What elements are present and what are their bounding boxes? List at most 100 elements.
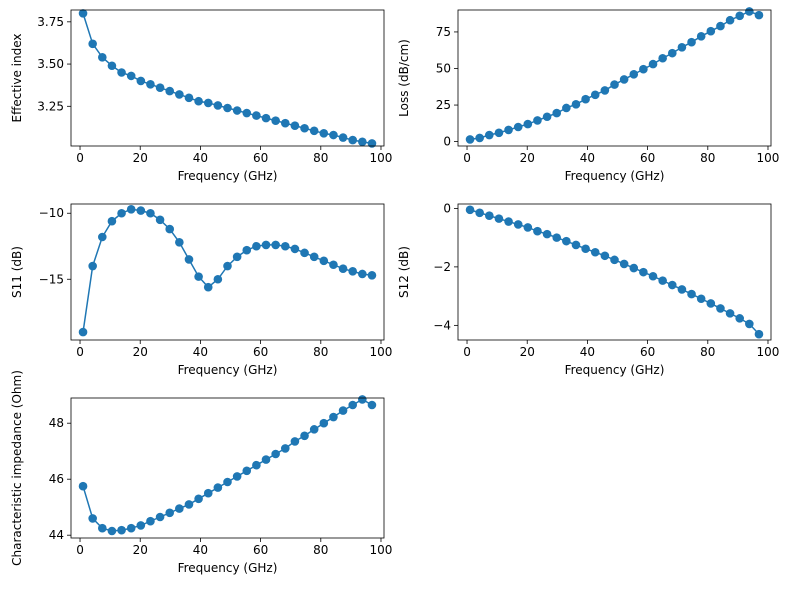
data-point [175, 90, 184, 99]
y-tick-label: −4 [433, 318, 451, 332]
data-point [78, 481, 88, 491]
data-point [319, 256, 329, 266]
data-point [465, 135, 475, 144]
data-point [146, 516, 155, 526]
x-tick-label: 0 [463, 345, 471, 359]
data-point [165, 508, 175, 518]
x-tick-label: 80 [313, 151, 328, 165]
data-point [280, 444, 290, 453]
data-point [165, 224, 175, 234]
data-point [280, 241, 290, 251]
data-point [513, 122, 523, 132]
data-point [309, 425, 319, 434]
y-tick-label: 25 [436, 98, 451, 112]
data-point [261, 113, 271, 123]
data-point [98, 53, 107, 62]
x-tick-label: 40 [580, 151, 595, 165]
data-point [348, 267, 358, 276]
data-point [581, 244, 590, 254]
x-tick-label: 80 [313, 543, 328, 557]
data-point [745, 7, 754, 16]
data-point [367, 271, 377, 280]
data-point [98, 523, 107, 533]
data-point [309, 126, 319, 136]
data-point [175, 504, 184, 513]
data-point [242, 245, 252, 255]
data-point [280, 118, 290, 128]
data-point [494, 214, 504, 223]
x-tick-label: 100 [370, 345, 393, 359]
data-point [107, 61, 117, 71]
y-tick-label: 50 [436, 61, 451, 75]
data-point [523, 223, 533, 232]
data-point [754, 329, 764, 339]
data-point [300, 431, 309, 441]
data-point [213, 483, 223, 492]
data-point [88, 261, 97, 271]
data-point [184, 255, 194, 264]
data-point [542, 112, 552, 122]
data-point [735, 314, 744, 323]
x-tick-label: 80 [313, 345, 328, 359]
x-tick-label: 20 [133, 151, 148, 165]
x-tick-label: 100 [370, 543, 393, 557]
data-point [194, 272, 203, 281]
y-axis-label: Loss (dB/cm) [397, 39, 411, 117]
x-axis-label: Frequency (GHz) [178, 363, 278, 377]
data-point [88, 39, 97, 49]
data-point [290, 437, 300, 446]
data-point [242, 108, 252, 118]
data-point [203, 282, 213, 292]
x-tick-label: 100 [757, 345, 780, 359]
y-tick-label: 0 [443, 135, 451, 149]
x-axis-label: Frequency (GHz) [565, 363, 665, 377]
plot-frame [457, 9, 772, 147]
data-point [706, 299, 716, 308]
data-point [677, 42, 687, 52]
data-point [319, 129, 329, 138]
data-point [600, 251, 610, 261]
data-point [329, 412, 338, 422]
y-axis-label: S12 (dB) [397, 246, 411, 298]
plot-frame [70, 203, 385, 341]
x-axis-label: Frequency (GHz) [565, 169, 665, 183]
data-point [165, 86, 175, 96]
y-tick-label: 3.75 [37, 15, 64, 29]
x-tick-label: 20 [133, 345, 148, 359]
data-point [338, 406, 348, 415]
data-point [504, 217, 513, 226]
data-point [610, 255, 619, 265]
x-tick-label: 0 [76, 345, 84, 359]
data-point [485, 130, 494, 140]
data-point [648, 271, 658, 281]
y-tick-label: 48 [49, 416, 64, 430]
y-tick-label: 75 [436, 25, 451, 39]
data-point [271, 240, 280, 250]
y-tick-label: −2 [433, 260, 451, 274]
data-point [687, 37, 696, 47]
data-point [203, 98, 213, 108]
data-point [358, 269, 367, 279]
subplot-s11: 0 20 40 60 80 100 −15 −10 Frequency (GHz) S11 (dB… [10, 203, 393, 377]
data-point [639, 64, 648, 74]
x-tick-label: 40 [193, 151, 208, 165]
data-point [184, 93, 194, 103]
y-tick-label: 44 [49, 528, 64, 542]
data-point [475, 133, 484, 143]
x-tick-label: 40 [580, 345, 595, 359]
data-point [184, 500, 194, 509]
x-tick-label: 100 [757, 151, 780, 165]
data-point [78, 327, 88, 337]
data-point [687, 289, 696, 299]
data-point [126, 523, 136, 533]
data-point [658, 53, 667, 63]
data-point [716, 21, 725, 31]
x-axis-label: Frequency (GHz) [178, 169, 278, 183]
x-tick-label: 60 [253, 543, 268, 557]
data-point [658, 276, 667, 285]
y-axis-label: Characteristic impedance (Ohm) [10, 370, 24, 566]
data-point [271, 449, 280, 459]
data-point [745, 319, 754, 329]
